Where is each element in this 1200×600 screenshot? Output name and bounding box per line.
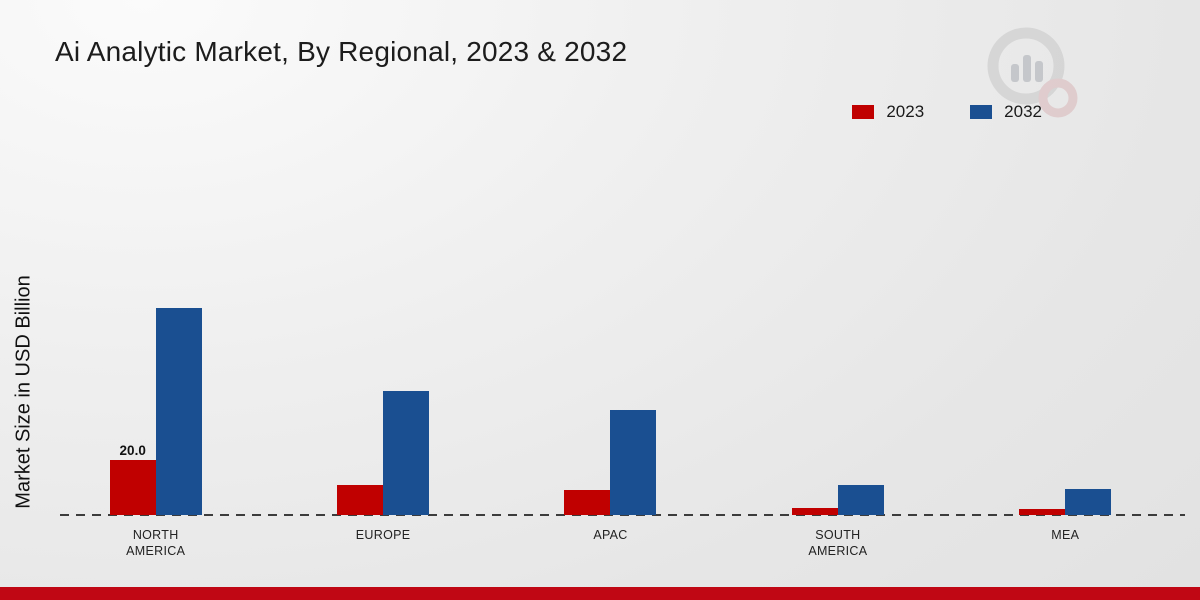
bar-2023-north-america: 20.0 — [109, 443, 156, 515]
bar-value-label: 20.0 — [119, 443, 146, 458]
bar-group-europe: EUROPE — [337, 391, 430, 542]
legend-item-2023: 2023 — [852, 102, 924, 122]
plot-area: 20.0 NORTH AMERICA EUROPE APAC SOUTH AMERICA… — [42, 300, 1179, 558]
footer-accent-bar — [0, 587, 1200, 600]
x-axis-label-south-america: SOUTH AMERICA — [808, 528, 868, 559]
bar-group-north-america: 20.0 NORTH AMERICA — [109, 308, 202, 558]
legend-label-2032: 2032 — [1004, 102, 1042, 121]
legend-swatch-2023 — [852, 105, 875, 119]
legend: 2023 2032 — [852, 102, 1042, 122]
magnifier-chart-icon — [987, 27, 1078, 118]
legend-label-2023: 2023 — [886, 102, 925, 121]
bar-2023-mea — [1019, 509, 1066, 515]
bar-2023-south-america — [791, 508, 838, 515]
bar-2032-apac — [610, 410, 657, 515]
analytics-logo-watermark — [978, 22, 1088, 137]
bar-2032-mea — [1065, 489, 1112, 515]
bar-group-mea: MEA — [1019, 489, 1112, 542]
bar-2023-apac — [564, 490, 611, 515]
bar-2032-north-america — [155, 308, 202, 515]
bar-group-apac: APAC — [564, 410, 657, 542]
bar-2032-europe — [383, 391, 430, 515]
x-axis-baseline — [60, 514, 1185, 516]
x-axis-label-mea: MEA — [1051, 528, 1080, 542]
chart-title: Ai Analytic Market, By Regional, 2023 & … — [55, 36, 628, 67]
bar-2032-south-america — [837, 485, 884, 515]
x-axis-label-apac: APAC — [593, 528, 628, 542]
legend-swatch-2032 — [970, 105, 993, 119]
x-axis-label-europe: EUROPE — [355, 528, 411, 542]
y-axis-title: Market Size in USD Billion — [12, 275, 35, 509]
legend-item-2032: 2032 — [970, 102, 1042, 122]
x-axis-label-north-america: NORTH AMERICA — [126, 528, 186, 559]
bar-group-south-america: SOUTH AMERICA — [791, 485, 884, 558]
bar-2023-europe — [337, 485, 384, 515]
